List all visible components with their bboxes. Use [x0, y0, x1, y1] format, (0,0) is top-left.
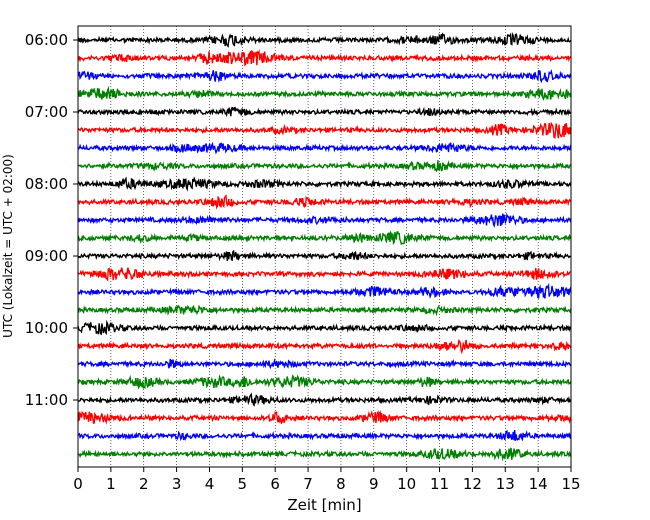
x-tick-label: 14	[529, 475, 548, 493]
y-tick-label: 11:00	[25, 391, 68, 409]
plot-frame	[77, 25, 572, 468]
x-tick-label: 12	[463, 475, 482, 493]
trace-0700	[77, 106, 572, 118]
trace-0945	[78, 304, 572, 317]
trace-0715	[77, 121, 572, 139]
trace-0930	[77, 282, 572, 300]
x-tick-label: 6	[270, 475, 280, 493]
trace-0915	[77, 267, 571, 282]
x-tick-label: 2	[139, 475, 149, 493]
trace-0615	[77, 49, 572, 67]
x-tick-label: 4	[205, 475, 215, 493]
trace-1115	[77, 410, 572, 425]
trace-1000	[77, 319, 572, 336]
x-tick-label: 15	[561, 475, 580, 493]
y-tick-label: 10:00	[25, 319, 68, 337]
y-axis-label: UTC (Lokalzeit = UTC + 02:00)	[1, 154, 15, 338]
x-axis-ticks: 0 1 2 3 4 5 6 7 8 9 10 11 12 13 14 15	[73, 467, 581, 493]
x-tick-label: 7	[303, 475, 313, 493]
trace-1015	[78, 338, 572, 355]
x-tick-label: 0	[73, 475, 83, 493]
trace-1130	[77, 429, 572, 442]
x-tick-label: 11	[430, 475, 449, 493]
trace-1030	[77, 357, 572, 370]
trace-0630	[78, 68, 572, 84]
trace-0745	[77, 160, 572, 173]
trace-1045	[77, 374, 572, 390]
trace-0645	[77, 85, 572, 101]
y-tick-label: 08:00	[25, 175, 68, 193]
trace-0730	[77, 141, 572, 155]
y-tick-label: 06:00	[25, 31, 68, 49]
y-tick-label: 09:00	[25, 247, 68, 265]
trace-0815	[77, 194, 572, 210]
x-axis-label: Zeit [min]	[287, 496, 361, 514]
y-tick-label: 07:00	[25, 103, 68, 121]
trace-0800	[77, 176, 572, 192]
trace-0900	[77, 249, 572, 262]
trace-0600	[77, 31, 572, 49]
trace-0830	[77, 212, 572, 228]
x-tick-label: 5	[238, 475, 248, 493]
x-tick-label: 3	[172, 475, 182, 493]
trace-0845	[77, 230, 572, 246]
seismic-traces	[77, 31, 572, 462]
trace-1100	[77, 392, 572, 407]
x-tick-label: 1	[106, 475, 116, 493]
x-tick-label: 9	[369, 475, 379, 493]
y-axis-ticks: 06:00 07:00 08:00 09:00 10:00 11:00	[25, 31, 78, 409]
x-tick-label: 10	[397, 475, 416, 493]
trace-1145	[77, 447, 572, 462]
x-tick-label: 13	[496, 475, 515, 493]
x-tick-label: 8	[336, 475, 346, 493]
